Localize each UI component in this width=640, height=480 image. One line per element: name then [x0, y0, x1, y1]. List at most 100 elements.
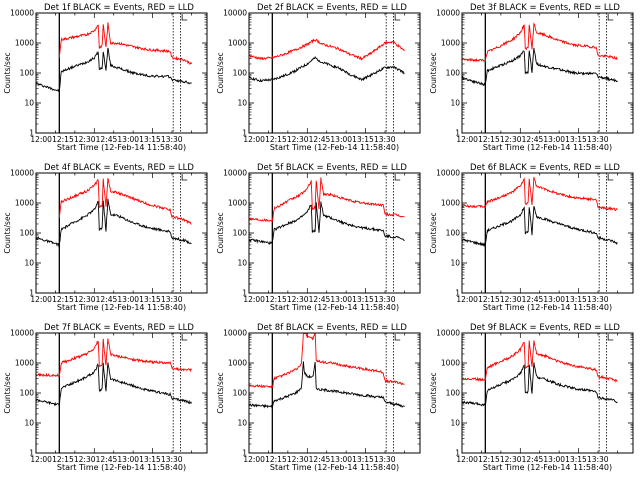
plot-frame [35, 172, 208, 294]
x-tick-label: 13:30 [374, 135, 396, 144]
y-tick-label: 10000 [10, 9, 34, 18]
y-tick-label: 10000 [436, 329, 460, 338]
x-tick-label: 13:00 [330, 455, 352, 464]
series-line-lld [249, 177, 405, 223]
y-axis-label: Counts/sec [429, 372, 438, 413]
series-line-lld [462, 176, 618, 211]
y-tick-label: 10000 [436, 9, 460, 18]
y-axis-label: Counts/sec [429, 52, 438, 93]
y-tick-label: 100 [20, 229, 35, 238]
x-tick-label: 12:45 [522, 135, 544, 144]
x-tick-label: 12:45 [309, 295, 331, 304]
x-tick-label: 12:00 [456, 135, 478, 144]
x-tick-label: 12:00 [243, 295, 265, 304]
y-axis-label: Counts/sec [216, 212, 225, 253]
y-tick-label: 1 [242, 449, 247, 458]
x-tick-label: 13:15 [352, 135, 374, 144]
y-tick-label: 1000 [228, 199, 247, 208]
chart-panel-8: Det 8f BLACK = Events, RED = LLD 1 10 100 10… [216, 323, 421, 472]
series-line-lld [58, 178, 192, 225]
y-axis-label: Counts/sec [3, 52, 12, 93]
y-tick-label: 1000 [441, 199, 460, 208]
x-tick-label: 12:30 [500, 295, 522, 304]
x-tick-label: 13:00 [117, 295, 139, 304]
x-axis-label: Start Time (12-Feb-14 11:58:40) [57, 303, 186, 312]
chart-panel-3: Det 3f BLACK = Events, RED = LLD 1 10 100 10… [429, 3, 634, 152]
y-tick-label: 1000 [441, 39, 460, 48]
x-tick-label: 13:30 [587, 455, 609, 464]
plot-frame [35, 332, 208, 454]
x-tick-label: 13:00 [543, 295, 565, 304]
series-line-events [249, 361, 405, 409]
series-line-events [462, 47, 618, 87]
bracket-mark [394, 174, 401, 181]
y-tick-label: 10 [450, 419, 460, 428]
y-tick-label: 1 [242, 289, 247, 298]
x-tick-label: 13:00 [330, 295, 352, 304]
chart-panel-9: Det 9f BLACK = Events, RED = LLD 1 10 100 10… [429, 323, 634, 472]
x-tick-label: 12:30 [74, 135, 96, 144]
y-tick-label: 10000 [436, 169, 460, 178]
x-tick-label: 12:15 [52, 135, 74, 144]
series-line-events [462, 362, 618, 407]
series-line-events [249, 201, 405, 245]
bracket-mark [181, 174, 188, 181]
y-axis-label: Counts/sec [216, 52, 225, 93]
x-tick-label: 13:15 [565, 135, 587, 144]
series-line-lld [462, 22, 618, 63]
y-tick-label: 1000 [15, 39, 34, 48]
chart-panel-4: Det 4f BLACK = Events, RED = LLD 1 10 100 10… [3, 163, 208, 312]
x-tick-label: 12:15 [478, 135, 500, 144]
chart-panel-5: Det 5f BLACK = Events, RED = LLD 1 10 100 10… [216, 163, 421, 312]
chart-title: Det 9f BLACK = Events, RED = LLD [470, 323, 620, 333]
y-axis-label: Counts/sec [3, 212, 12, 253]
plot-frame [461, 332, 634, 454]
y-tick-label: 10000 [10, 329, 34, 338]
y-tick-label: 10 [24, 259, 34, 268]
chart-panel-7: Det 7f BLACK = Events, RED = LLD 1 10 100 10… [3, 323, 208, 472]
y-tick-label: 10 [450, 259, 460, 268]
x-tick-label: 12:30 [287, 295, 309, 304]
series-line-events [462, 205, 618, 248]
y-tick-label: 1000 [228, 39, 247, 48]
x-tick-label: 13:30 [161, 455, 183, 464]
y-tick-label: 100 [233, 69, 248, 78]
x-tick-label: 13:15 [352, 295, 374, 304]
y-tick-label: 100 [233, 389, 248, 398]
y-tick-label: 100 [20, 69, 35, 78]
y-tick-label: 10 [24, 99, 34, 108]
x-tick-label: 13:15 [139, 455, 161, 464]
x-tick-label: 12:30 [500, 455, 522, 464]
y-tick-label: 100 [446, 69, 461, 78]
series-line-events [36, 362, 192, 407]
series-line-events [36, 198, 192, 248]
y-tick-label: 10000 [223, 169, 247, 178]
x-tick-label: 12:15 [265, 295, 287, 304]
x-tick-label: 12:45 [522, 295, 544, 304]
y-tick-label: 10000 [223, 329, 247, 338]
x-tick-label: 12:00 [243, 135, 265, 144]
bracket-mark [607, 14, 614, 21]
y-tick-label: 1 [29, 449, 34, 458]
x-axis-label: Start Time (12-Feb-14 11:58:40) [270, 463, 399, 472]
x-axis-label: Start Time (12-Feb-14 11:58:40) [57, 143, 186, 152]
plot-frame [248, 332, 421, 454]
y-axis-label: Counts/sec [216, 372, 225, 413]
x-tick-label: 12:15 [52, 455, 74, 464]
y-tick-label: 1 [455, 289, 460, 298]
y-tick-label: 1 [242, 129, 247, 138]
y-tick-label: 100 [233, 229, 248, 238]
x-tick-label: 13:30 [161, 295, 183, 304]
plot-frame [248, 12, 421, 134]
bracket-mark [181, 334, 188, 341]
x-tick-label: 13:30 [374, 295, 396, 304]
series-line-lld [249, 333, 405, 389]
x-tick-label: 12:45 [96, 295, 118, 304]
y-tick-label: 10000 [10, 169, 34, 178]
x-tick-label: 12:15 [265, 135, 287, 144]
bracket-mark [607, 174, 614, 181]
x-tick-label: 13:30 [587, 295, 609, 304]
y-tick-label: 10 [24, 419, 34, 428]
x-axis-label: Start Time (12-Feb-14 11:58:40) [57, 463, 186, 472]
bracket-mark [394, 14, 401, 21]
